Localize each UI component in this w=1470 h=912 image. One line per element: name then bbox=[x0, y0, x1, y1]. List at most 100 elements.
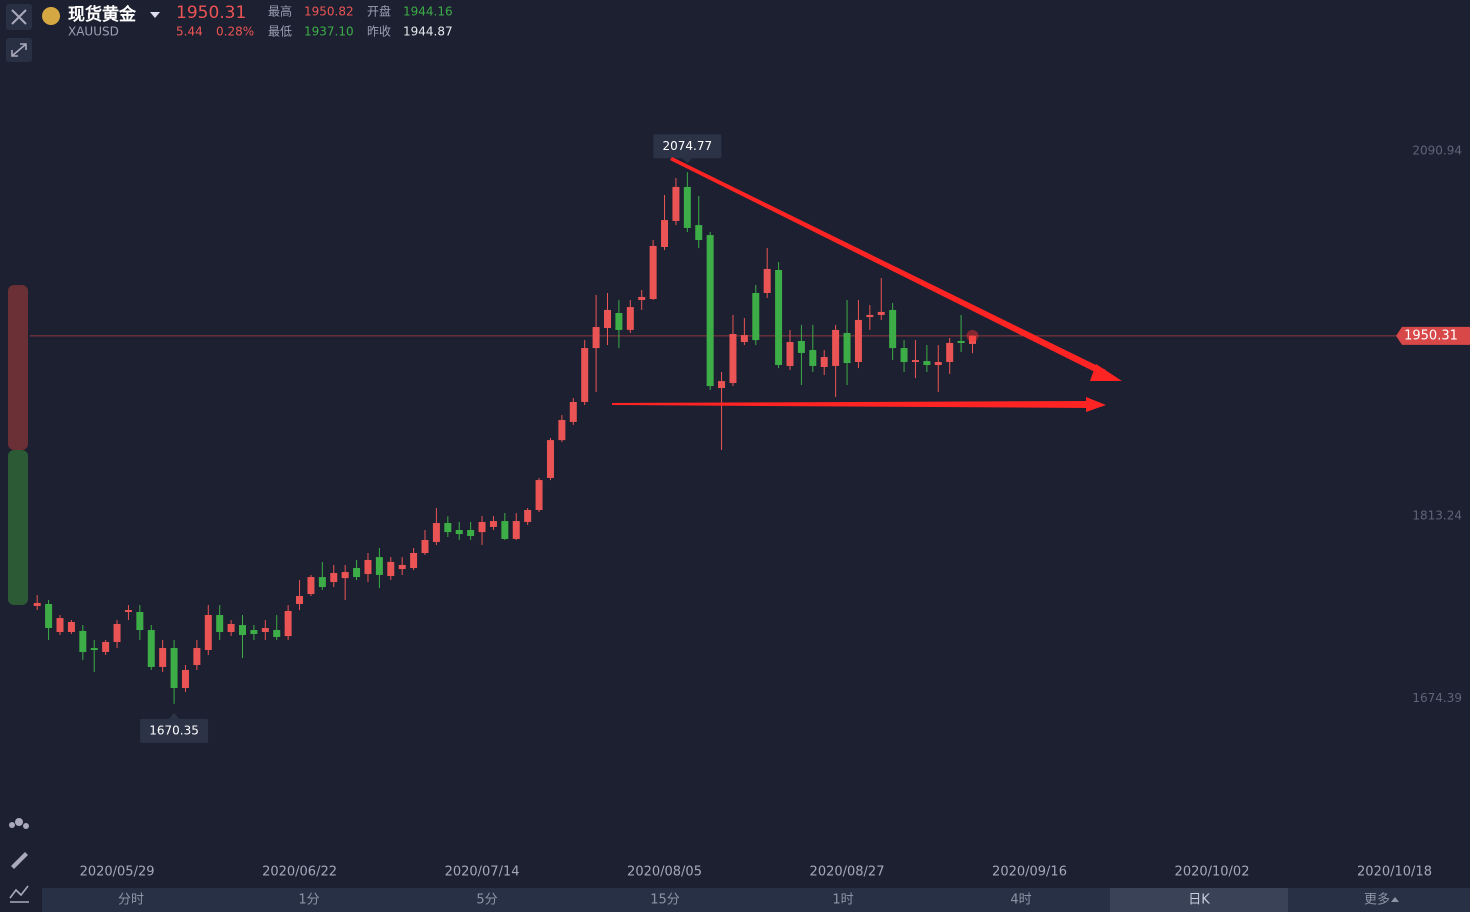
fullscreen-button[interactable] bbox=[6, 38, 32, 62]
last-price: 1950.31 bbox=[176, 3, 246, 23]
tab[interactable]: 15分 bbox=[650, 893, 680, 908]
price-tag-label: 1950.31 bbox=[1404, 328, 1458, 343]
candle-body bbox=[410, 552, 418, 568]
price-tag bbox=[1396, 326, 1470, 345]
tab-arrow bbox=[1391, 897, 1399, 902]
stat-value: 1937.10 bbox=[304, 25, 354, 39]
candle-body bbox=[56, 618, 64, 632]
trend-arrows bbox=[612, 157, 1122, 412]
tab[interactable]: 分时 bbox=[118, 893, 144, 908]
candle-body bbox=[592, 327, 600, 349]
tab[interactable]: 4时 bbox=[1010, 893, 1031, 908]
x-tick-label: 2020/10/02 bbox=[1175, 865, 1250, 880]
change: 5.44 bbox=[176, 25, 203, 39]
candle-body bbox=[296, 595, 304, 604]
candle-body bbox=[923, 361, 931, 366]
tab[interactable]: 1时 bbox=[832, 893, 853, 908]
x-tick-label: 2020/07/14 bbox=[445, 865, 520, 880]
candle-body bbox=[911, 360, 919, 363]
tab[interactable]: 日K bbox=[1188, 893, 1210, 908]
candle-body bbox=[341, 572, 349, 579]
x-tick-label: 2020/08/27 bbox=[810, 865, 885, 880]
candle-body bbox=[558, 419, 566, 441]
candle-body bbox=[683, 186, 691, 228]
max-box bbox=[653, 134, 722, 159]
draw-button[interactable] bbox=[11, 852, 28, 869]
candle-body bbox=[900, 348, 908, 363]
candle-body bbox=[718, 381, 726, 389]
candle-body bbox=[626, 307, 634, 330]
candle-body bbox=[136, 612, 144, 631]
candle-body bbox=[535, 480, 543, 511]
candle-body bbox=[854, 319, 862, 363]
candle-body bbox=[444, 523, 452, 533]
y-tick-label: 2090.94 bbox=[1412, 143, 1462, 157]
candle-body bbox=[866, 314, 874, 318]
y-tick-label: 1813.24 bbox=[1412, 509, 1462, 523]
x-tick-label: 2020/06/22 bbox=[262, 865, 337, 880]
stat-value: 1950.82 bbox=[304, 5, 354, 19]
stat-label: 最高 bbox=[268, 4, 292, 19]
y-tick-label: 1674.39 bbox=[1412, 691, 1462, 705]
candle-body bbox=[421, 539, 429, 553]
candle-body bbox=[204, 615, 212, 650]
change-pct: 0.28% bbox=[216, 25, 254, 39]
candle-body bbox=[946, 342, 954, 363]
candle-body bbox=[170, 648, 178, 688]
candle-body bbox=[239, 625, 247, 636]
dropdown-arrow[interactable] bbox=[150, 12, 160, 18]
x-tick-label: 2020/09/16 bbox=[992, 865, 1067, 880]
candle-body bbox=[353, 567, 361, 578]
candle-body bbox=[113, 623, 121, 642]
candle-body bbox=[159, 648, 167, 667]
x-tick-label: 2020/08/05 bbox=[627, 865, 702, 880]
tab[interactable]: 1分 bbox=[298, 893, 319, 908]
candle-body bbox=[729, 334, 737, 384]
indicator-button[interactable] bbox=[9, 818, 29, 829]
candle-body bbox=[843, 332, 851, 364]
instrument-name[interactable]: 现货黄金 bbox=[68, 4, 137, 25]
min-box bbox=[140, 718, 209, 743]
candle-body bbox=[604, 309, 611, 328]
candle-body bbox=[307, 577, 315, 595]
candle-body bbox=[706, 235, 714, 387]
candle-body bbox=[615, 312, 623, 330]
candle-body bbox=[763, 268, 771, 294]
max-pointer bbox=[682, 158, 693, 164]
candle-body bbox=[102, 641, 110, 652]
close-button[interactable] bbox=[6, 4, 32, 30]
tab-selected-bg bbox=[1110, 888, 1288, 912]
candle-body bbox=[489, 521, 497, 527]
candle-body bbox=[45, 603, 53, 629]
candle-body bbox=[90, 648, 98, 650]
tab[interactable]: 更多 bbox=[1364, 892, 1390, 908]
candle-body bbox=[809, 350, 817, 366]
candle-body bbox=[387, 561, 395, 576]
candle-body bbox=[227, 623, 235, 632]
x-tick-label: 2020/10/18 bbox=[1357, 865, 1432, 880]
candle-body bbox=[740, 335, 748, 343]
candle-body bbox=[33, 602, 41, 606]
candle-body bbox=[820, 357, 828, 368]
candle-body bbox=[330, 572, 338, 583]
candle-body bbox=[581, 348, 589, 402]
candle-body bbox=[524, 510, 532, 522]
chart-type-button[interactable] bbox=[9, 885, 29, 903]
tab[interactable]: 5分 bbox=[476, 893, 497, 908]
candle-body bbox=[67, 622, 75, 632]
candle-body bbox=[934, 362, 942, 366]
candle-body bbox=[775, 270, 783, 366]
tab-bar: 分时 1分 5分 15分 1时 4时 日K 更多 bbox=[42, 888, 1470, 912]
candle-body bbox=[261, 628, 269, 632]
candle-body bbox=[216, 615, 224, 632]
candle-body bbox=[797, 340, 805, 353]
candle-body bbox=[649, 245, 657, 300]
candle-body bbox=[467, 529, 475, 537]
candle-body bbox=[672, 186, 680, 221]
stat-value: 1944.87 bbox=[403, 25, 453, 39]
candle-body bbox=[661, 220, 669, 248]
candle-body bbox=[273, 630, 281, 637]
